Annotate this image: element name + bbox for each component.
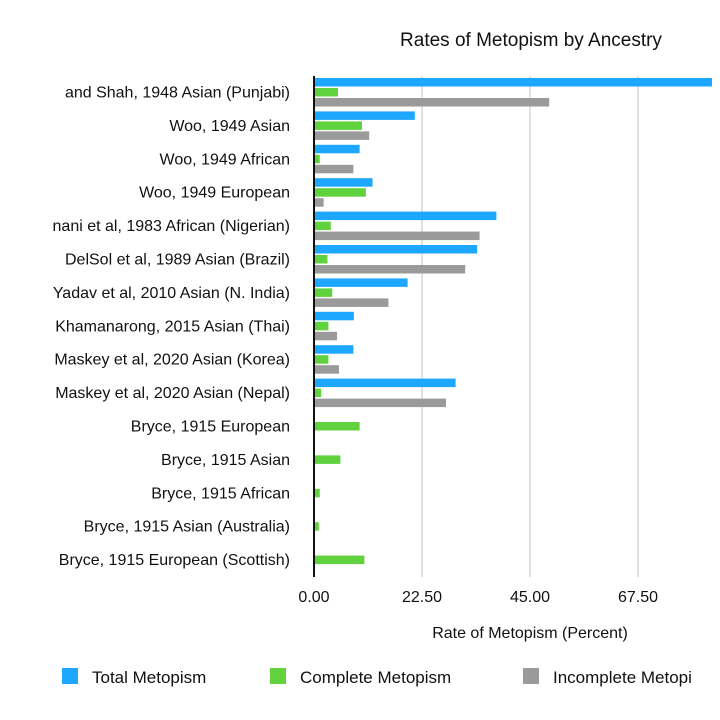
category-label: Yadav et al, 2010 Asian (N. India): [53, 285, 290, 302]
bar: [314, 365, 339, 374]
bar: [314, 265, 466, 274]
bar: [314, 422, 360, 431]
bar: [314, 111, 415, 120]
category-label: Maskey et al, 2020 Asian (Nepal): [55, 385, 290, 402]
x-tick-label: 22.50: [402, 589, 442, 606]
legend: Total Metopism Complete Metopism Incomplet…: [62, 668, 692, 687]
bar: [314, 98, 550, 107]
bar: [314, 154, 320, 164]
legend-label: Complete Metopism: [300, 668, 451, 687]
bar: [314, 555, 365, 565]
bar: [314, 144, 360, 154]
bar: [314, 255, 328, 264]
category-label: DelSol et al, 1989 Asian (Brazil): [65, 252, 290, 269]
category-labels: and Shah, 1948 Asian (Punjabi) Woo, 1949 …: [53, 85, 290, 570]
bar: [314, 522, 319, 531]
bar: [314, 278, 408, 287]
bar: [314, 121, 362, 130]
bar: [314, 221, 331, 231]
legend-swatch: [62, 668, 78, 684]
bar: [314, 388, 322, 398]
chart-title: Rates of Metopism by Ancestry: [400, 30, 662, 51]
bar: [314, 488, 320, 498]
bar: [314, 345, 354, 354]
category-label: and Shah, 1948 Asian (Punjabi): [65, 85, 290, 102]
category-label: Bryce, 1915 European: [131, 419, 290, 436]
bar: [314, 88, 338, 97]
bar: [314, 178, 373, 187]
x-tick-label: 0.00: [298, 589, 329, 606]
bar: [314, 78, 712, 87]
bar: [314, 378, 456, 388]
bars: [314, 78, 712, 565]
legend-label: Total Metopism: [92, 668, 206, 687]
bar: [314, 231, 480, 241]
legend-swatch: [270, 668, 286, 684]
bar: [314, 198, 324, 207]
category-label: Woo, 1949 European: [139, 185, 290, 202]
gridlines: [421, 76, 639, 577]
bar: [314, 211, 497, 221]
bar: [314, 331, 338, 341]
bar: [314, 288, 333, 297]
bar: [314, 321, 329, 331]
x-axis-title: Rate of Metopism (Percent): [432, 625, 628, 642]
category-label: Woo, 1949 Asian: [169, 118, 290, 135]
bar: [314, 355, 329, 364]
x-tick-label: 67.50: [618, 589, 658, 606]
category-label: Bryce, 1915 Asian: [161, 452, 290, 469]
bar: [314, 455, 341, 464]
x-tick-labels: 0.00 22.50 45.00 67.50: [298, 589, 658, 606]
bar: [314, 398, 446, 408]
bar: [314, 245, 478, 254]
category-label: nani et al, 1983 African (Nigerian): [53, 218, 290, 235]
bar: [314, 188, 366, 197]
category-label: Maskey et al, 2020 Asian (Korea): [54, 352, 290, 369]
category-label: Bryce, 1915 African: [151, 485, 290, 502]
legend-label: Incomplete Metopi: [553, 668, 692, 687]
bar: [314, 298, 389, 307]
bar: [314, 311, 354, 321]
bar: [314, 164, 354, 174]
bar: [314, 131, 370, 140]
legend-swatch: [523, 668, 539, 684]
category-label: Bryce, 1915 European (Scottish): [59, 552, 290, 569]
category-label: Khamanarong, 2015 Asian (Thai): [55, 318, 290, 335]
x-tick-label: 45.00: [510, 589, 550, 606]
category-label: Bryce, 1915 Asian (Australia): [84, 519, 290, 536]
category-label: Woo, 1949 African: [160, 151, 290, 168]
